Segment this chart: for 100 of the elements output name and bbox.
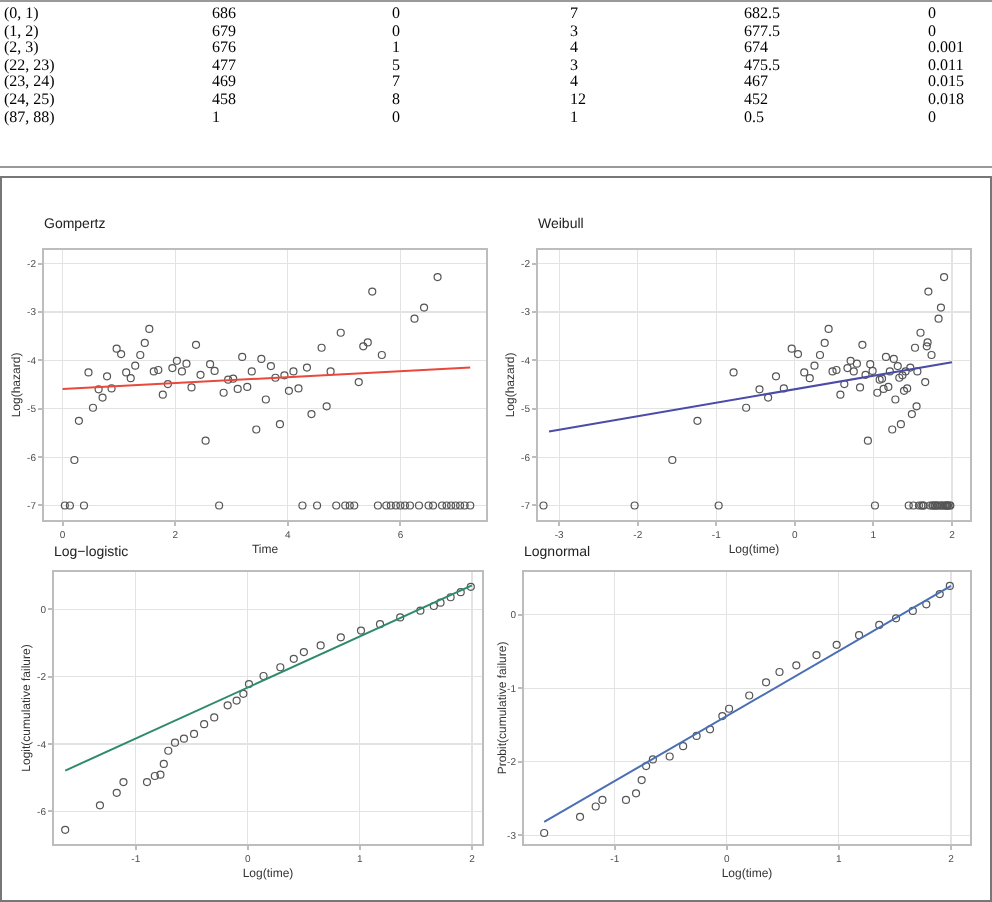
point: [945, 581, 954, 591]
data-label: 3: [570, 21, 580, 41]
category-label: (2, 3): [2, 38, 41, 58]
point: [891, 614, 901, 623]
point: [875, 620, 884, 630]
data-label: 7: [570, 4, 580, 24]
data-label: 1: [212, 107, 222, 127]
data-label: 676: [212, 38, 238, 58]
point: [61, 825, 70, 834]
point: [679, 742, 688, 751]
point: [854, 631, 864, 640]
point: [775, 667, 784, 677]
point: [637, 775, 646, 785]
data-label: 1: [570, 107, 580, 127]
category-label: (1, 2): [2, 21, 41, 41]
data-label: 0: [392, 21, 402, 41]
data-label: 452: [744, 89, 770, 110]
category-label: (0, 1): [2, 4, 41, 24]
data-label: 12: [570, 89, 588, 110]
point: [189, 729, 199, 739]
point: [239, 689, 248, 698]
data-label: 475.5: [744, 55, 782, 75]
point: [244, 680, 254, 689]
data-label: 467: [744, 72, 770, 92]
data-label: 0: [392, 4, 402, 24]
data-label: 469: [212, 72, 238, 92]
data-label: 686: [212, 4, 238, 24]
data-label: 458: [212, 89, 238, 110]
data-label: 0.001: [928, 38, 966, 58]
point: [210, 713, 219, 722]
point: [416, 606, 425, 615]
data-label: 1: [392, 38, 402, 58]
data-label: 0.011: [928, 55, 966, 75]
point: [761, 678, 771, 687]
point: [112, 788, 121, 797]
point: [832, 640, 841, 649]
point: [259, 671, 268, 681]
point: [466, 582, 475, 591]
data-label: 674: [744, 38, 770, 58]
data-label: 0: [928, 4, 938, 24]
point: [396, 613, 405, 622]
point: [276, 663, 285, 672]
point: [142, 777, 152, 787]
point: [232, 696, 241, 705]
point: [200, 720, 209, 729]
point: [648, 755, 657, 764]
point: [456, 588, 465, 597]
point: [299, 648, 308, 657]
point: [356, 626, 366, 635]
point: [95, 801, 105, 810]
point: [446, 593, 455, 602]
point: [718, 711, 727, 721]
category-label: (24, 25): [2, 89, 57, 110]
category-label: (87, 88): [2, 107, 57, 127]
point: [642, 761, 651, 771]
point: [922, 600, 931, 609]
data-label: 4: [570, 72, 580, 92]
data-label: 679: [212, 21, 238, 41]
point: [591, 802, 600, 811]
point: [724, 704, 734, 713]
point: [812, 650, 821, 660]
point: [908, 606, 917, 616]
point: [540, 828, 549, 838]
data-label: 682.5: [744, 4, 782, 24]
data-label: 4: [570, 38, 580, 58]
point: [119, 777, 128, 787]
point: [935, 589, 944, 599]
point: [316, 641, 325, 650]
data-label: 7: [392, 72, 402, 92]
data-label: 0: [928, 21, 938, 41]
point: [598, 795, 607, 804]
data-label: 0: [392, 107, 402, 127]
data-label: 0.018: [928, 89, 966, 110]
point: [665, 752, 674, 761]
point: [745, 691, 754, 700]
point: [164, 746, 173, 755]
point: [692, 731, 701, 741]
data-label: 0.5: [744, 107, 766, 127]
point: [289, 654, 298, 663]
data-label: 477: [212, 55, 238, 75]
data-label: 5: [392, 55, 402, 75]
point: [792, 661, 801, 670]
point: [436, 598, 445, 607]
data-label: 8: [392, 89, 402, 110]
point: [179, 734, 189, 743]
category-label: (22, 23): [2, 55, 57, 75]
data-label: 0: [928, 107, 938, 127]
point: [631, 789, 641, 798]
point: [150, 771, 159, 781]
point: [575, 812, 585, 821]
data-label: 677.5: [744, 21, 782, 41]
category-label: (23, 24): [2, 72, 57, 92]
data-label: 3: [570, 55, 580, 75]
point: [621, 795, 631, 804]
data-label: 0.015: [928, 72, 966, 92]
point: [336, 633, 345, 642]
point: [170, 738, 180, 747]
point: [156, 770, 165, 779]
point: [159, 759, 168, 768]
point: [429, 601, 438, 611]
